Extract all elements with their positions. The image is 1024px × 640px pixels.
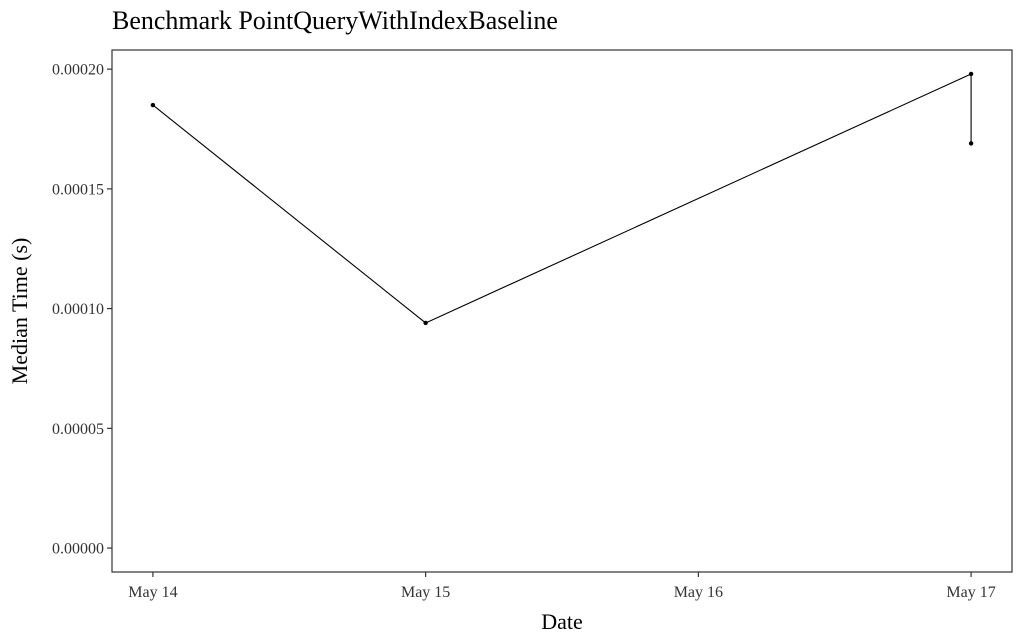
data-point xyxy=(968,71,974,77)
y-tick-label: 0.00015 xyxy=(52,181,104,198)
y-axis-title: Median Time (s) xyxy=(7,238,32,385)
chart-title: Benchmark PointQueryWithIndexBaseline xyxy=(112,6,558,35)
x-tick-label: May 14 xyxy=(128,584,177,601)
series-layer xyxy=(150,71,974,326)
series-line xyxy=(152,73,972,324)
x-axis: May 14 May 15 May 16 May 17 xyxy=(128,572,996,601)
x-axis-title: Date xyxy=(541,609,583,634)
x-tick-label: May 17 xyxy=(946,584,995,601)
y-tick-label: 0.00000 xyxy=(52,541,104,558)
x-tick-label: May 16 xyxy=(674,584,723,601)
data-point xyxy=(150,102,156,108)
y-axis: 0.00000 0.00005 0.00010 0.00015 0.00020 xyxy=(52,62,112,558)
data-point xyxy=(423,320,428,326)
y-tick-label: 0.00010 xyxy=(52,301,104,318)
y-tick-label: 0.00005 xyxy=(52,421,104,438)
x-tick-label: May 15 xyxy=(401,584,450,601)
data-point xyxy=(968,141,974,146)
plot-panel xyxy=(111,49,1013,573)
y-tick-label: 0.00020 xyxy=(52,62,104,79)
